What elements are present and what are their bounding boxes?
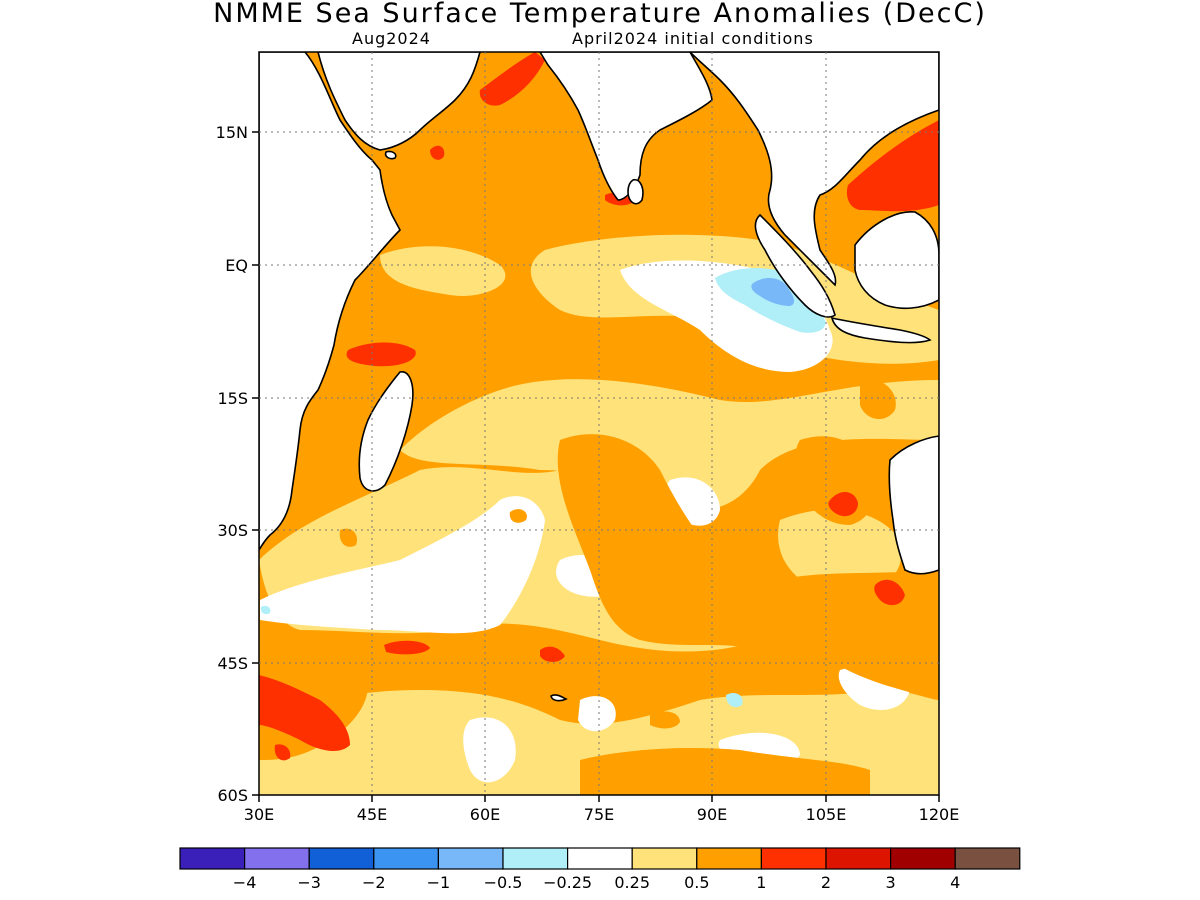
axis-ticks — [252, 131, 940, 802]
chart-title: NMME Sea Surface Temperature Anomalies (… — [213, 0, 987, 29]
colorbar-tick-label: −2 — [362, 873, 386, 892]
colorbar-swatch — [631, 847, 698, 870]
colorbar-swatch — [179, 847, 246, 870]
colorbar-tick-label: −0.25 — [543, 873, 592, 892]
colorbar-tick-label: −1 — [427, 873, 451, 892]
colorbar — [179, 847, 1021, 870]
lat-label-15s: 15S — [217, 389, 248, 408]
indochina-land — [688, 52, 939, 287]
lat-label-60s: 60S — [217, 786, 248, 805]
colorbar-tick-label: −4 — [233, 873, 257, 892]
lon-label-90e: 90E — [697, 805, 727, 824]
australia-land — [888, 435, 939, 575]
lat-label-45s: 45S — [217, 654, 248, 673]
colorbar-ticks: −4 −3 −2 −1 −0.5 −0.25 0.25 0.5 1 2 3 4 — [233, 873, 960, 892]
africa-land — [259, 52, 401, 552]
socotra-land — [384, 150, 397, 160]
lon-label-45e: 45E — [357, 805, 387, 824]
grid — [259, 52, 939, 795]
colorbar-tick-label: 1 — [756, 873, 766, 892]
moderate-cold-region — [751, 278, 795, 306]
strong-warm-regions — [259, 52, 939, 761]
java-land — [830, 316, 932, 344]
colorbar-tick-label: 3 — [886, 873, 896, 892]
colorbar-swatch — [760, 847, 827, 870]
colorbar-tick-label: 0.25 — [614, 873, 650, 892]
colorbar-swatch — [696, 847, 762, 870]
lat-label-eq: EQ — [225, 256, 248, 275]
colorbar-swatch — [502, 847, 569, 870]
lon-label-120e: 120E — [919, 805, 960, 824]
arabia-land — [317, 52, 481, 151]
sumatra-land — [754, 213, 836, 318]
madagascar-land — [358, 371, 414, 492]
colorbar-tick-label: −3 — [297, 873, 321, 892]
lat-label-30s: 30S — [217, 521, 248, 540]
borneo-land — [854, 211, 939, 310]
colorbar-swatch — [825, 847, 892, 870]
colorbar-tick-label: 2 — [821, 873, 831, 892]
colorbar-swatch — [954, 847, 1021, 870]
land-mask — [259, 52, 939, 702]
colorbar-swatch — [244, 847, 310, 870]
lon-label-75e: 75E — [584, 805, 614, 824]
colorbar-tick-label: 4 — [950, 873, 960, 892]
forecast-month: Aug2024 — [352, 29, 431, 48]
initial-conditions: April2024 initial conditions — [572, 29, 814, 48]
colorbar-swatch — [889, 847, 956, 870]
sri-lanka-land — [627, 178, 644, 205]
anomaly-field — [259, 52, 939, 795]
colorbar-swatch — [308, 847, 375, 870]
colorbar-swatch — [373, 847, 439, 870]
colorbar-tick-label: 0.5 — [684, 873, 709, 892]
lat-label-15n: 15N — [216, 123, 248, 142]
maldives-island — [550, 694, 568, 702]
colorbar-swatch — [437, 847, 504, 870]
lon-label-60e: 60E — [470, 805, 500, 824]
lon-label-30e: 30E — [244, 805, 274, 824]
colorbar-swatch — [566, 847, 633, 870]
colorbar-tick-label: −0.5 — [484, 873, 523, 892]
lon-label-105e: 105E — [806, 805, 847, 824]
